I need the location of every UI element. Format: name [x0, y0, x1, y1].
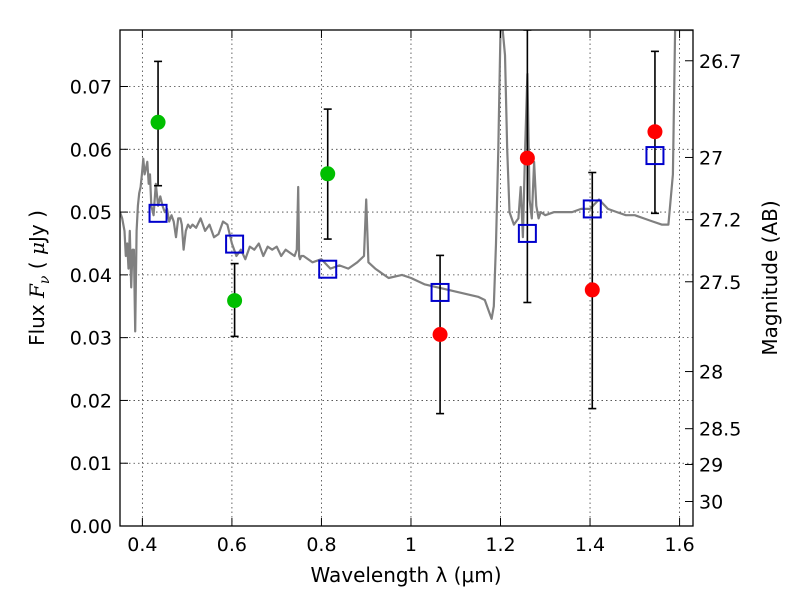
x-axis: 0.4 0.6 0.8 1 1.2 1.4 1.6 — [127, 30, 695, 556]
y2-axis: 26.7 27 27.2 27.5 28 28.5 29 30 — [685, 51, 741, 514]
y-axis: 0.00 0.01 0.02 0.03 0.04 0.05 0.06 0.07 — [70, 77, 128, 538]
y-tick-label: 0.03 — [70, 328, 112, 350]
y2-tick-label: 26.7 — [699, 51, 741, 73]
model-point — [318, 259, 338, 279]
plot-frame — [119, 29, 694, 527]
y2-tick-label: 28 — [699, 362, 723, 384]
model-point — [517, 223, 537, 243]
model-point — [645, 146, 665, 166]
model-point — [582, 199, 602, 219]
data-point — [432, 327, 448, 343]
model-point — [148, 203, 168, 223]
y-label-flux: Flux — [25, 298, 49, 346]
y-tick-label: 0.07 — [70, 77, 112, 99]
data-point — [647, 124, 663, 140]
y2-tick-label: 27.5 — [699, 272, 741, 294]
y-tick-label: 0.02 — [70, 390, 112, 412]
x-tick-label: 1.6 — [664, 534, 694, 556]
y-label-mu: μ — [25, 242, 49, 255]
y2-tick-label: 29 — [699, 454, 723, 476]
data-point — [227, 293, 243, 309]
x-tick-label: 1.4 — [575, 534, 605, 556]
y2-tick-label: 27.2 — [699, 210, 741, 232]
x-tick-label: 0.8 — [306, 534, 336, 556]
y-label-F: F — [25, 283, 49, 299]
y2-tick-label: 27 — [699, 147, 723, 169]
y-label-nu: ν — [37, 275, 53, 284]
y2-tick-label: 30 — [699, 492, 723, 514]
y2-axis-label: Magnitude (AB) — [758, 200, 782, 355]
y-tick-label: 0.00 — [70, 516, 112, 538]
x-axis-label: Wavelength λ (μm) — [310, 563, 501, 587]
y-tick-label: 0.06 — [70, 139, 112, 161]
model-point — [430, 282, 450, 302]
x-tick-label: 0.4 — [127, 534, 157, 556]
y-label-unit: Jy ) — [25, 210, 49, 244]
x-tick-label: 1 — [405, 534, 417, 556]
y2-tick-label: 28.5 — [699, 419, 741, 441]
y-tick-label: 0.04 — [70, 265, 112, 287]
y-tick-label: 0.05 — [70, 202, 112, 224]
data-point — [320, 166, 336, 182]
y-tick-label: 0.01 — [70, 453, 112, 475]
x-tick-label: 0.6 — [217, 534, 247, 556]
x-tick-label: 1.2 — [485, 534, 515, 556]
data-point — [150, 114, 166, 130]
y-label-paren: ( — [25, 255, 49, 276]
model-point — [225, 234, 245, 254]
data-point — [519, 150, 535, 166]
data-point — [584, 282, 600, 298]
markers — [148, 114, 665, 343]
y-axis-label: Flux Fν ( μJy ) — [25, 210, 53, 346]
